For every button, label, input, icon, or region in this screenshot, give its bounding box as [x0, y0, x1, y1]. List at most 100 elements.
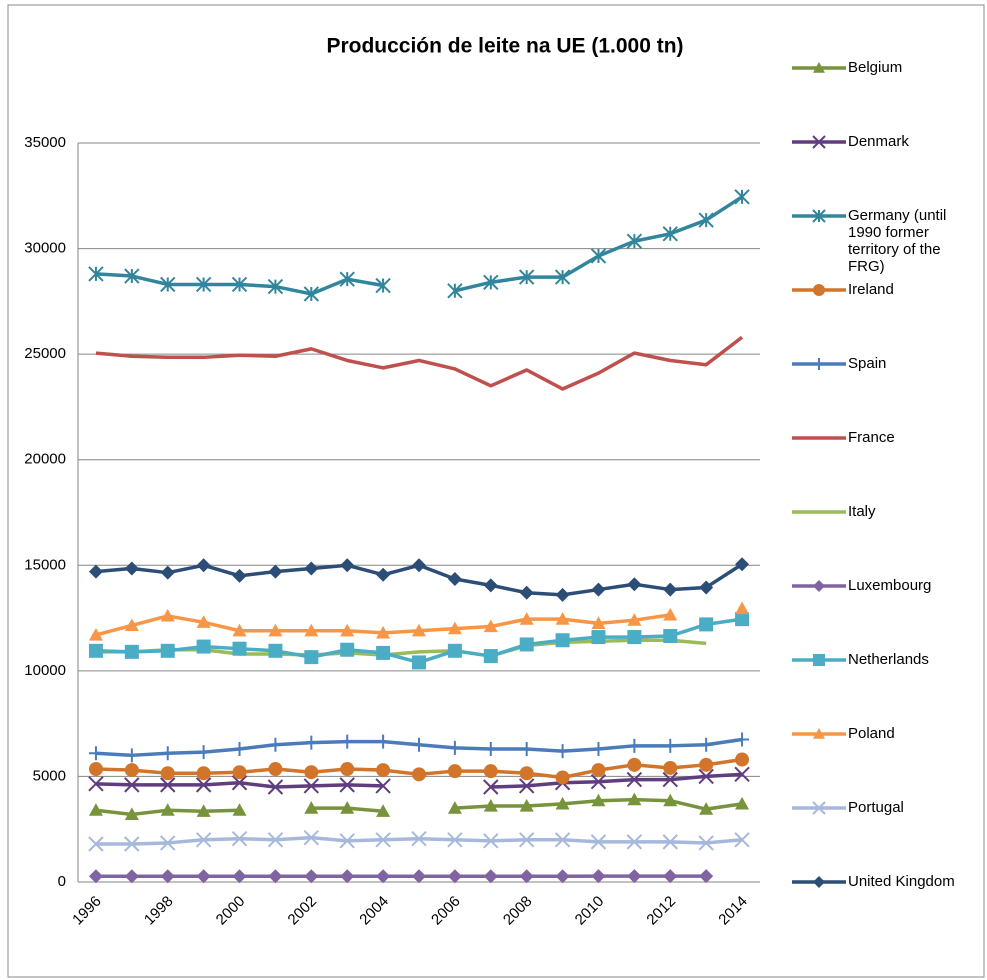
marker [160, 777, 176, 793]
legend-entry: Portugal [790, 799, 973, 817]
marker [232, 741, 247, 756]
marker [124, 618, 139, 632]
x-tick-label: 1996 [69, 893, 105, 929]
legend-swatch [792, 654, 846, 666]
marker [627, 630, 642, 645]
y-tick-label: 35000 [24, 134, 66, 151]
marker [555, 869, 570, 884]
marker [590, 834, 607, 850]
marker [447, 869, 462, 884]
marker [411, 831, 427, 847]
legend-entry: Denmark [790, 133, 973, 151]
marker [376, 625, 391, 639]
marker [339, 271, 355, 287]
marker [735, 796, 750, 810]
marker [232, 765, 247, 780]
marker [555, 587, 570, 602]
marker [483, 764, 498, 779]
legend-entry: Belgium [790, 59, 973, 77]
marker [519, 798, 534, 812]
marker [232, 869, 247, 884]
chart-frame [7, 4, 985, 978]
marker [232, 803, 247, 816]
marker [627, 738, 642, 753]
marker [483, 619, 498, 633]
marker [735, 732, 750, 747]
y-tick-label: 20000 [24, 451, 66, 468]
marker [412, 767, 426, 782]
marker [590, 248, 607, 264]
marker [483, 869, 498, 884]
marker [518, 832, 535, 848]
marker [160, 803, 175, 816]
marker [518, 269, 535, 285]
marker [627, 613, 642, 626]
marker [304, 561, 319, 576]
marker [88, 266, 104, 282]
marker [267, 278, 284, 295]
marker [88, 746, 103, 761]
marker [555, 744, 570, 759]
marker [812, 801, 826, 815]
legend-swatch [792, 358, 846, 370]
marker [591, 741, 606, 756]
marker [375, 778, 391, 794]
legend-swatch [792, 436, 846, 440]
marker [663, 869, 678, 884]
marker [124, 561, 139, 576]
legend-swatch [792, 510, 846, 514]
marker [813, 654, 825, 666]
marker [412, 623, 426, 637]
marker [483, 741, 498, 756]
marker [663, 582, 678, 597]
marker [339, 777, 355, 793]
marker [813, 358, 825, 370]
marker [734, 189, 750, 205]
marker [447, 621, 462, 635]
marker [195, 832, 212, 848]
legend-entry: Spain [790, 355, 973, 373]
y-tick-label: 15000 [24, 556, 66, 573]
y-tick-label: 10000 [24, 662, 66, 679]
marker [196, 615, 211, 628]
marker [699, 802, 714, 815]
marker [735, 612, 750, 627]
marker [555, 612, 570, 625]
marker [304, 650, 319, 665]
marker [231, 831, 248, 847]
marker [196, 639, 211, 654]
marker [626, 834, 643, 850]
marker [813, 284, 825, 296]
marker [519, 766, 534, 781]
marker [627, 577, 642, 592]
marker [232, 568, 247, 583]
marker [554, 832, 571, 848]
marker [813, 876, 825, 888]
marker [591, 763, 606, 778]
marker [590, 773, 607, 790]
legend-label: Netherlands [848, 651, 929, 668]
marker [88, 627, 103, 641]
marker [268, 564, 283, 579]
marker [483, 779, 499, 795]
marker [124, 268, 140, 284]
marker [627, 869, 642, 884]
marker [483, 649, 498, 664]
marker [376, 567, 391, 582]
marker [626, 233, 643, 249]
series-line [95, 797, 743, 817]
marker [268, 869, 283, 884]
marker [231, 775, 248, 791]
marker [160, 608, 175, 622]
marker [447, 283, 463, 299]
marker [340, 869, 355, 884]
marker [626, 771, 643, 788]
marker [663, 793, 678, 807]
marker [340, 558, 355, 573]
marker [88, 643, 103, 658]
x-tick-label: 2008 [500, 893, 536, 929]
marker [663, 760, 678, 775]
marker [160, 565, 175, 580]
legend-swatch [792, 135, 846, 149]
marker [699, 757, 714, 772]
